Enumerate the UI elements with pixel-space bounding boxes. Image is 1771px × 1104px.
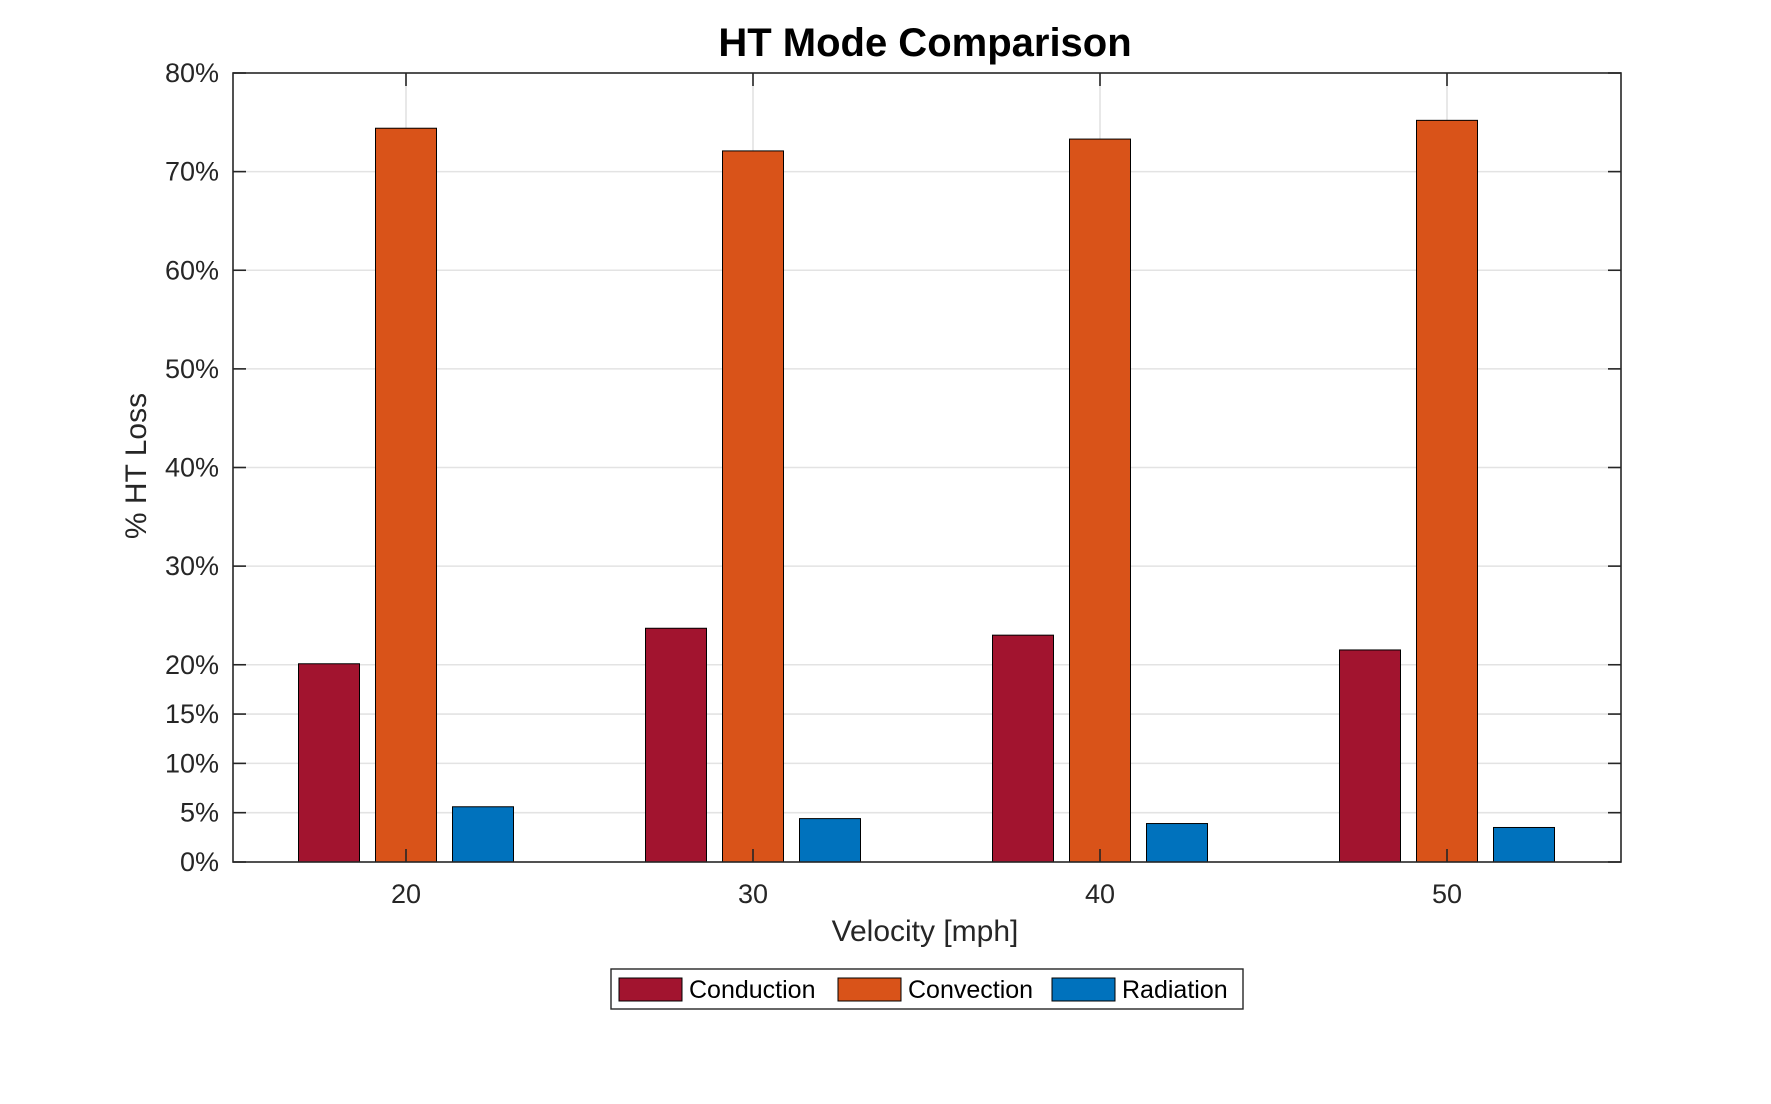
y-tick-label: 10% (165, 748, 219, 778)
legend-swatch-radiation (1051, 977, 1116, 1002)
bars-layer (298, 119, 1555, 863)
x-tick-label: 30 (738, 879, 768, 909)
bar-convection-20 (375, 127, 437, 863)
legend-swatch-convection (837, 977, 902, 1002)
x-tick-label: 50 (1432, 879, 1462, 909)
y-axis-label: % HT Loss (120, 393, 153, 539)
legend-label-radiation: Radiation (1122, 976, 1228, 1004)
legend: Conduction Convection Radiation (610, 968, 1244, 1010)
y-tick-label: 70% (165, 157, 219, 187)
legend-label-conduction: Conduction (689, 976, 815, 1004)
legend-swatch-conduction (618, 977, 683, 1002)
y-tick-label: 50% (165, 354, 219, 384)
bar-radiation-50 (1493, 826, 1555, 863)
legend-label-convection: Convection (908, 976, 1033, 1004)
x-axis-label: Velocity [mph] (832, 915, 1019, 948)
bar-radiation-20 (452, 806, 514, 863)
bar-conduction-30 (645, 627, 707, 863)
y-tick-label: 60% (165, 255, 219, 285)
y-tick-label: 5% (180, 798, 219, 828)
y-tick-label: 0% (180, 847, 219, 877)
bar-conduction-40 (992, 634, 1054, 863)
bar-radiation-30 (799, 818, 861, 863)
axes-layer: 0% 5% 10% 15% 20% 30% 40% 50% 60% 70% 80% 20 30 40 50 (165, 58, 1622, 909)
y-tick-label: 20% (165, 650, 219, 680)
grid-layer (233, 73, 1621, 862)
legend-box (610, 968, 1244, 1010)
labels-layer: HT Mode Comparison Velocity [mph] % HT L… (120, 21, 1132, 948)
bar-conduction-50 (1339, 649, 1401, 863)
x-tick-label: 20 (391, 879, 421, 909)
bar-convection-30 (722, 150, 784, 863)
y-tick-label: 30% (165, 551, 219, 581)
chart-title: HT Mode Comparison (718, 21, 1131, 65)
bar-convection-50 (1416, 119, 1478, 863)
x-tick-label: 40 (1085, 879, 1115, 909)
y-tick-label: 15% (165, 699, 219, 729)
y-tick-label: 40% (165, 453, 219, 483)
bar-radiation-40 (1146, 823, 1208, 863)
bar-conduction-20 (298, 663, 360, 863)
y-tick-label: 80% (165, 58, 219, 88)
bar-convection-40 (1069, 138, 1131, 863)
